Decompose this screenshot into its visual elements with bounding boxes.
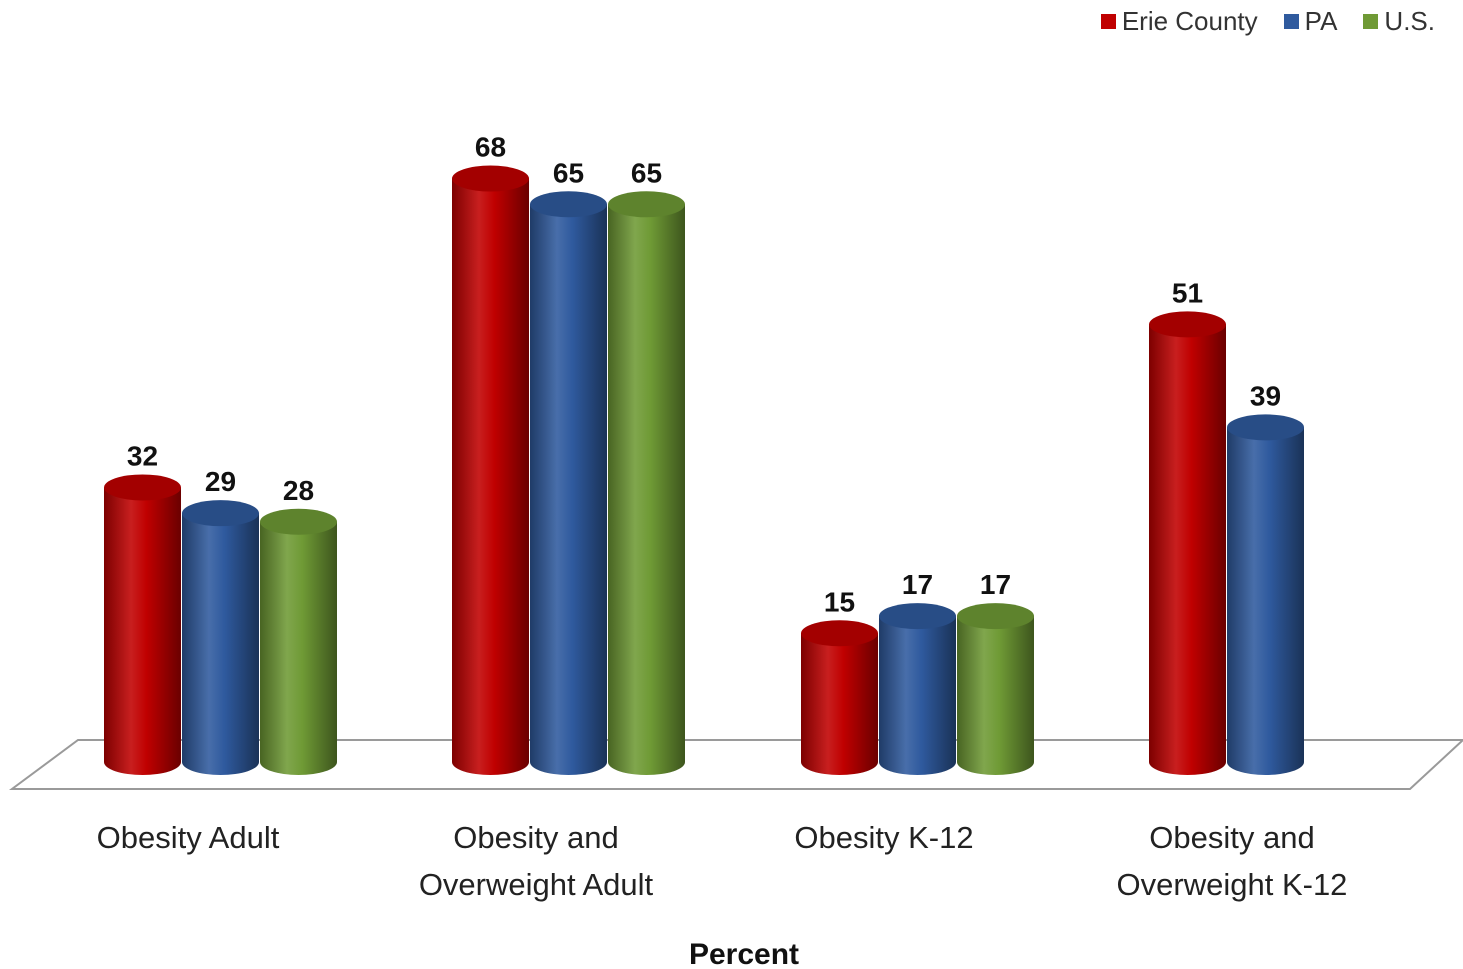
bar-erie-county-0 bbox=[104, 474, 181, 775]
legend-item-erie-county: Erie County bbox=[1100, 6, 1258, 37]
value-label-erie-county-3: 51 bbox=[1172, 277, 1203, 308]
floor bbox=[8, 739, 1463, 790]
legend-item-us: U.S. bbox=[1363, 6, 1435, 37]
bar-body-pa-3 bbox=[1227, 427, 1304, 775]
bar-cap-pa-1 bbox=[530, 191, 607, 218]
bar-body-pa-1 bbox=[530, 204, 607, 776]
bar-body-pa-2 bbox=[879, 616, 956, 775]
value-labels: 32 29 28 68 65 65 15 17 17 51 39 bbox=[127, 132, 1281, 618]
bar-cap-erie-county-3 bbox=[1149, 311, 1226, 338]
legend-label-erie-county: Erie County bbox=[1121, 6, 1258, 36]
bar-body-u-s-0 bbox=[260, 521, 337, 775]
value-label-u-s-2: 17 bbox=[980, 569, 1011, 600]
value-label-pa-0: 29 bbox=[205, 466, 236, 497]
category-label-1-line-1: Overweight Adult bbox=[419, 867, 654, 902]
bar-cap-erie-county-1 bbox=[452, 165, 529, 192]
legend-swatch-pa bbox=[1283, 14, 1299, 29]
bar-cap-erie-county-0 bbox=[104, 474, 181, 501]
bar-cap-pa-0 bbox=[182, 500, 259, 527]
bar-u-s-0 bbox=[260, 508, 337, 775]
category-label-2-line-0: Obesity K-12 bbox=[794, 820, 973, 855]
bar-body-u-s-1 bbox=[608, 204, 685, 776]
bar-body-pa-0 bbox=[182, 513, 259, 775]
bar-body-erie-county-0 bbox=[104, 487, 181, 775]
category-label-0-line-0: Obesity Adult bbox=[97, 820, 280, 855]
value-label-erie-county-0: 32 bbox=[127, 440, 158, 471]
bar-pa-2 bbox=[879, 603, 956, 775]
bar-cap-pa-3 bbox=[1227, 414, 1304, 441]
value-label-u-s-1: 65 bbox=[631, 157, 662, 188]
value-label-pa-1: 65 bbox=[553, 157, 584, 188]
bar-u-s-2 bbox=[957, 603, 1034, 775]
bar-erie-county-2 bbox=[801, 620, 878, 775]
bar-erie-county-3 bbox=[1149, 311, 1226, 775]
bar-cap-u-s-2 bbox=[957, 603, 1034, 630]
bar-cap-u-s-0 bbox=[260, 508, 337, 535]
bar-cap-pa-2 bbox=[879, 603, 956, 630]
value-label-pa-2: 17 bbox=[902, 569, 933, 600]
legend-label-us: U.S. bbox=[1384, 6, 1435, 36]
bar-pa-3 bbox=[1227, 414, 1304, 775]
bar-u-s-1 bbox=[608, 191, 685, 776]
legend-swatch-us bbox=[1363, 14, 1379, 29]
bar-pa-1 bbox=[530, 191, 607, 776]
bar-cap-erie-county-2 bbox=[801, 620, 878, 647]
legend: Erie County PA U.S. bbox=[1100, 6, 1435, 37]
legend-item-pa: PA bbox=[1283, 6, 1338, 37]
legend-swatch-erie-county bbox=[1100, 14, 1116, 29]
bar-body-erie-county-3 bbox=[1149, 324, 1226, 775]
value-label-u-s-0: 28 bbox=[283, 475, 314, 506]
bar-cap-u-s-1 bbox=[608, 191, 685, 218]
bar-body-erie-county-2 bbox=[801, 633, 878, 775]
bars bbox=[104, 165, 1304, 776]
category-label-3-line-1: Overweight K-12 bbox=[1117, 867, 1348, 902]
bar-body-u-s-2 bbox=[957, 616, 1034, 775]
value-label-pa-3: 39 bbox=[1250, 380, 1281, 411]
value-label-erie-county-2: 15 bbox=[824, 586, 855, 617]
bar-erie-county-1 bbox=[452, 165, 529, 775]
value-label-erie-county-1: 68 bbox=[475, 132, 506, 163]
bar-body-erie-county-1 bbox=[452, 178, 529, 775]
floor-plane bbox=[8, 739, 1463, 790]
bar-pa-0 bbox=[182, 500, 259, 775]
category-labels: Obesity Adult Obesity and Overweight Adult… bbox=[97, 820, 1348, 902]
legend-label-pa: PA bbox=[1304, 6, 1338, 36]
x-axis-title: Percent bbox=[689, 938, 799, 969]
category-label-3-line-0: Obesity and bbox=[1149, 820, 1314, 855]
category-label-1-line-0: Obesity and bbox=[453, 820, 618, 855]
